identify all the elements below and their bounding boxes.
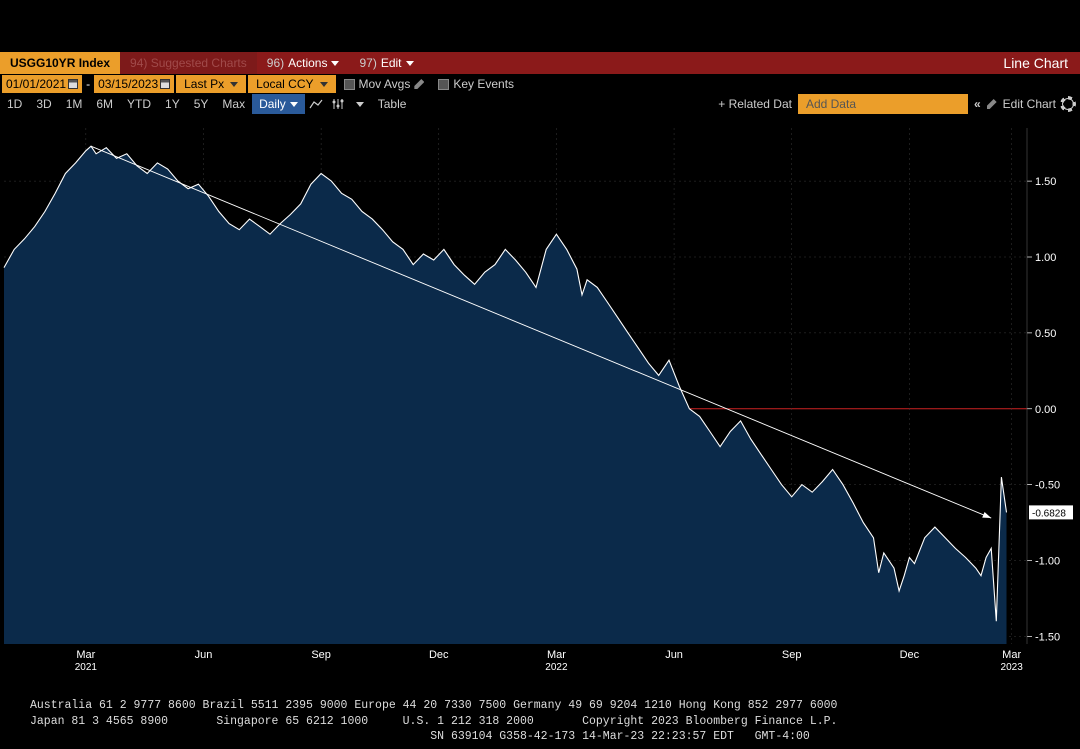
range-5y[interactable]: 5Y xyxy=(187,94,216,114)
chart-type-label: Line Chart xyxy=(991,53,1080,73)
more-dropdown-icon[interactable] xyxy=(349,94,371,114)
range-1d[interactable]: 1D xyxy=(0,94,29,114)
right-tools: « Edit Chart xyxy=(968,94,1080,114)
related-data-button[interactable]: + Related Dat xyxy=(712,94,798,114)
line-chart[interactable]: -1.50-1.00-0.500.000.501.001.50Mar2021Ju… xyxy=(0,114,1080,674)
pencil-icon xyxy=(414,79,424,89)
chevron-down-icon xyxy=(406,61,414,66)
svg-text:-0.50: -0.50 xyxy=(1035,480,1060,492)
chart-style-icon[interactable] xyxy=(305,94,327,114)
ccy-select[interactable]: Local CCY xyxy=(248,75,335,93)
svg-text:-1.00: -1.00 xyxy=(1035,556,1060,568)
menu-label: Actions xyxy=(288,56,327,70)
edit-chart-button[interactable]: Edit Chart xyxy=(1003,97,1056,111)
add-data-input[interactable]: Add Data xyxy=(798,94,968,114)
dash: - xyxy=(84,75,92,93)
svg-text:Sep: Sep xyxy=(311,649,331,661)
svg-text:1.50: 1.50 xyxy=(1035,176,1056,188)
checkbox-icon xyxy=(344,79,355,90)
price-type-text: Last Px xyxy=(184,77,224,91)
svg-text:Dec: Dec xyxy=(900,649,920,661)
ccy-text: Local CCY xyxy=(256,77,313,91)
calendar-icon xyxy=(160,79,170,89)
range-bar: 1D 3D 1M 6M YTD 1Y 5Y Max Daily Table + … xyxy=(0,94,1080,114)
range-max[interactable]: Max xyxy=(215,94,252,114)
key-events-toggle[interactable]: Key Events xyxy=(432,75,520,93)
date-to-text: 03/15/2023 xyxy=(98,77,158,91)
svg-text:-1.50: -1.50 xyxy=(1035,631,1060,643)
svg-text:1.00: 1.00 xyxy=(1035,252,1056,264)
range-3d[interactable]: 3D xyxy=(29,94,58,114)
chevron-down-icon xyxy=(320,82,328,87)
menu-label: Edit xyxy=(381,56,402,70)
range-1y[interactable]: 1Y xyxy=(158,94,187,114)
ticker-pill[interactable]: USGG10YR Index xyxy=(0,52,120,74)
menu-num: 96) xyxy=(267,56,284,70)
chart-container: -1.50-1.00-0.500.000.501.001.50Mar2021Ju… xyxy=(0,114,1080,674)
param-bar: 01/01/2021 - 03/15/2023 Last Px Local CC… xyxy=(0,74,1080,94)
menu-actions[interactable]: 96) Actions xyxy=(257,54,350,72)
footer-line1: Australia 61 2 9777 8600 Brazil 5511 239… xyxy=(30,698,1050,714)
menu-num: 97) xyxy=(359,56,376,70)
svg-text:2021: 2021 xyxy=(75,662,98,673)
footer-line2: Japan 81 3 4565 8900 Singapore 65 6212 1… xyxy=(30,714,1050,730)
freq-text: Daily xyxy=(259,97,286,111)
pencil-icon[interactable] xyxy=(987,99,997,109)
menu-bar: 96) Actions 97) Edit Line Chart xyxy=(257,52,1080,74)
chevron-down-icon xyxy=(290,102,298,107)
svg-text:Dec: Dec xyxy=(429,649,449,661)
collapse-icon[interactable]: « xyxy=(974,97,981,111)
settings-sliders-icon[interactable] xyxy=(327,94,349,114)
footer-line3: SN 639104 G358-42-173 14-Mar-23 22:23:57… xyxy=(30,729,1050,745)
mov-avgs-label: Mov Avgs xyxy=(359,77,411,91)
table-button[interactable]: Table xyxy=(371,94,414,114)
footer: Australia 61 2 9777 8600 Brazil 5511 239… xyxy=(0,698,1080,745)
svg-text:-0.6828: -0.6828 xyxy=(1032,508,1066,519)
checkbox-icon xyxy=(438,79,449,90)
header-bar: USGG10YR Index 94) Suggested Charts 96) … xyxy=(0,52,1080,74)
svg-text:2023: 2023 xyxy=(1001,662,1024,673)
calendar-icon xyxy=(68,79,78,89)
svg-text:0.00: 0.00 xyxy=(1035,404,1056,416)
key-events-label: Key Events xyxy=(453,77,514,91)
suggested-charts[interactable]: 94) Suggested Charts xyxy=(120,52,257,74)
range-1m[interactable]: 1M xyxy=(59,94,90,114)
svg-text:Mar: Mar xyxy=(547,649,566,661)
range-ytd[interactable]: YTD xyxy=(120,94,158,114)
date-from-field[interactable]: 01/01/2021 xyxy=(2,75,82,93)
svg-text:0.50: 0.50 xyxy=(1035,328,1056,340)
mov-avgs-toggle[interactable]: Mov Avgs xyxy=(338,75,431,93)
svg-text:Jun: Jun xyxy=(665,649,683,661)
freq-select[interactable]: Daily xyxy=(252,94,305,114)
svg-text:2022: 2022 xyxy=(545,662,568,673)
svg-text:Sep: Sep xyxy=(782,649,802,661)
date-to-field[interactable]: 03/15/2023 xyxy=(94,75,174,93)
range-6m[interactable]: 6M xyxy=(89,94,120,114)
price-type-select[interactable]: Last Px xyxy=(176,75,246,93)
date-from-text: 01/01/2021 xyxy=(6,77,66,91)
svg-text:Mar: Mar xyxy=(76,649,95,661)
chevron-down-icon xyxy=(331,61,339,66)
gear-icon[interactable] xyxy=(1062,98,1074,110)
menu-edit[interactable]: 97) Edit xyxy=(349,54,423,72)
svg-text:Mar: Mar xyxy=(1002,649,1021,661)
chevron-down-icon xyxy=(230,82,238,87)
svg-text:Jun: Jun xyxy=(195,649,213,661)
